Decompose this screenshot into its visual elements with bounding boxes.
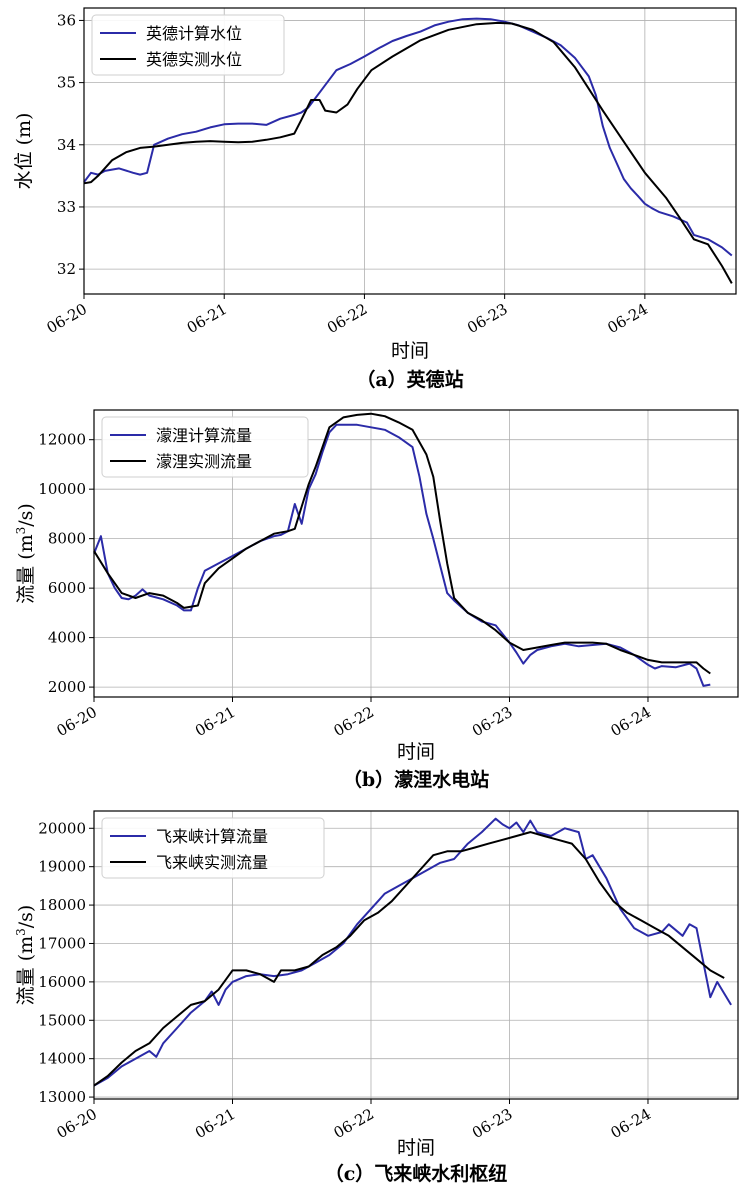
y-tick-label: 18000 bbox=[38, 896, 86, 914]
y-tick-label: 34 bbox=[57, 136, 76, 154]
panel-caption: （a）英德站 bbox=[356, 368, 463, 391]
x-tick-label: 06-22 bbox=[331, 1105, 377, 1142]
x-tick-label: 06-20 bbox=[54, 1105, 100, 1142]
y-tick-label: 14000 bbox=[38, 1050, 86, 1068]
legend-box bbox=[91, 14, 285, 76]
x-axis-label: 时间 bbox=[391, 340, 429, 362]
legend-entry: 飞来峡计算流量 bbox=[156, 827, 268, 846]
panel-caption: （c）飞来峡水利枢纽 bbox=[325, 1162, 508, 1185]
legend-entry: 英德实测水位 bbox=[146, 50, 242, 69]
x-axis-label: 时间 bbox=[397, 741, 435, 763]
x-tick-label: 06-24 bbox=[608, 703, 654, 740]
y-tick-label: 15000 bbox=[38, 1011, 86, 1029]
x-tick-label: 06-20 bbox=[44, 300, 90, 337]
series-line-computed bbox=[83, 17, 733, 257]
y-tick-label: 33 bbox=[57, 198, 76, 216]
x-tick-label: 06-21 bbox=[192, 1105, 238, 1142]
plot-frame bbox=[93, 409, 739, 698]
y-tick-label: 17000 bbox=[38, 934, 86, 952]
x-tick-label: 06-23 bbox=[464, 300, 510, 337]
panel-caption: （b）濛浬水电站 bbox=[343, 768, 489, 791]
y-tick-label: 35 bbox=[57, 74, 76, 92]
plot-frame bbox=[93, 810, 739, 1100]
x-tick-label: 06-24 bbox=[608, 1105, 654, 1142]
y-tick-label: 13000 bbox=[38, 1088, 86, 1106]
legend-entry: 飞来峡实测流量 bbox=[156, 853, 268, 872]
plot-frame bbox=[83, 7, 737, 295]
x-tick-label: 06-22 bbox=[324, 300, 370, 337]
x-tick-label: 06-23 bbox=[469, 1105, 515, 1142]
y-tick-label: 12000 bbox=[38, 431, 86, 449]
y-tick-label: 2000 bbox=[48, 678, 86, 696]
x-tick-label: 06-24 bbox=[604, 300, 650, 337]
chart-panel-3: 13000 14000 15000 16000 17000 18000 19000 20000… bbox=[14, 810, 739, 1185]
y-tick-label: 16000 bbox=[38, 973, 86, 991]
chart-panel-2: 2000 4000 6000 8000 10000 12000 06-20 06-21 06-2… bbox=[14, 409, 739, 791]
legend-box bbox=[101, 416, 309, 478]
y-tick-label: 10000 bbox=[38, 480, 86, 498]
y-tick-label: 4000 bbox=[48, 629, 86, 647]
legend-entry: 濛浬计算流量 bbox=[156, 426, 252, 445]
y-axis-label: 水位 (m) bbox=[13, 113, 35, 190]
x-axis-label: 时间 bbox=[397, 1137, 435, 1159]
y-axis-label: 流量 (m3/s) bbox=[14, 905, 37, 1006]
y-tick-label: 6000 bbox=[48, 579, 86, 597]
y-axis-label: 流量 (m3/s) bbox=[14, 503, 37, 604]
series-line-computed bbox=[93, 423, 711, 687]
chart-panel-1: 32 33 34 35 36 06-20 06-21 06-22 06-23 06-24 水位 (m… bbox=[13, 7, 737, 391]
x-tick-label: 06-23 bbox=[469, 703, 515, 740]
series-line-observed bbox=[93, 412, 711, 675]
x-tick-label: 06-21 bbox=[184, 300, 230, 337]
legend-box bbox=[101, 817, 325, 879]
series-line-observed bbox=[93, 831, 725, 1087]
x-tick-label: 06-20 bbox=[54, 703, 100, 740]
y-tick-label: 19000 bbox=[38, 858, 86, 876]
y-tick-label: 32 bbox=[57, 260, 76, 278]
legend-entry: 英德计算水位 bbox=[146, 24, 242, 43]
y-tick-label: 36 bbox=[57, 11, 76, 29]
x-tick-label: 06-21 bbox=[192, 703, 238, 740]
y-tick-label: 20000 bbox=[38, 819, 86, 837]
y-tick-label: 8000 bbox=[48, 530, 86, 548]
legend-entry: 濛浬实测流量 bbox=[156, 452, 252, 471]
series-line-observed bbox=[83, 21, 733, 284]
x-tick-label: 06-22 bbox=[331, 703, 377, 740]
